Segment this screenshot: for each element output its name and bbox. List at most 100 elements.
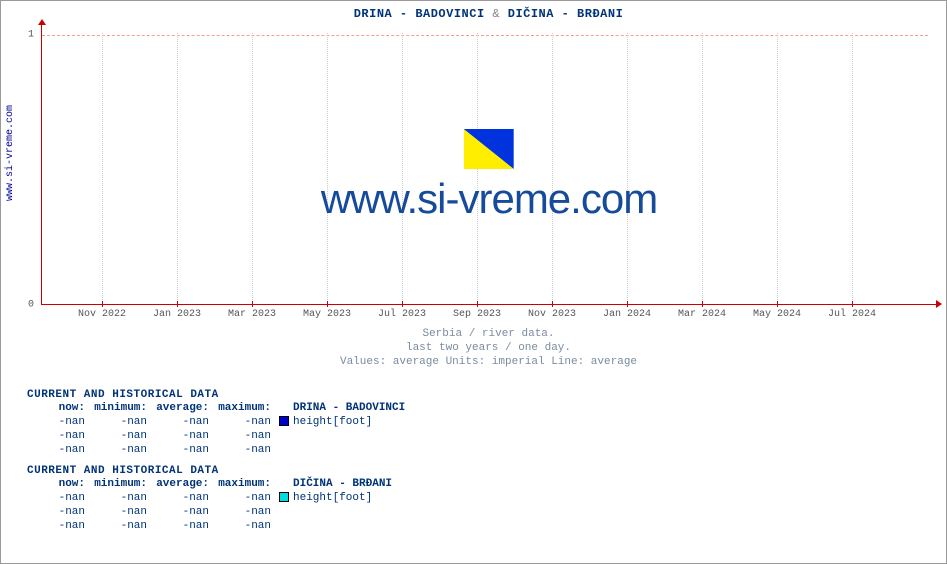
x-axis-arrow	[936, 300, 942, 308]
title-part-2: DIČINA - BRĐANI	[508, 7, 624, 21]
xtick-mark	[252, 301, 253, 307]
stats-cell: -nan	[213, 491, 275, 505]
xtick-label: Mar 2023	[228, 309, 276, 320]
stats-cell: -nan	[151, 415, 213, 429]
xtick-gridline	[177, 33, 178, 304]
stats-header: now:	[27, 401, 89, 415]
stats-cell: -nan	[27, 491, 89, 505]
table-row: -nan-nan-nan-nan	[27, 519, 396, 533]
xtick-label: May 2023	[303, 309, 351, 320]
stats-cell: -nan	[27, 505, 89, 519]
xtick-label: Jan 2024	[603, 309, 651, 320]
watermark: www.si-vreme.com	[321, 129, 657, 223]
xtick-label: Nov 2023	[528, 309, 576, 320]
xtick-gridline	[402, 33, 403, 304]
stats-cell: -nan	[151, 491, 213, 505]
xtick-label: Jul 2023	[378, 309, 426, 320]
chart-title: DRINA - BADOVINCI & DIČINA - BRĐANI	[41, 7, 936, 21]
series-swatch-icon	[279, 416, 289, 426]
data-block-title: CURRENT AND HISTORICAL DATA	[27, 389, 927, 401]
xtick-gridline	[477, 33, 478, 304]
xtick-gridline	[852, 33, 853, 304]
stats-cell: -nan	[213, 505, 275, 519]
ytick-label: 0	[28, 300, 34, 311]
xtick-mark	[702, 301, 703, 307]
metric-label: height[foot]	[275, 491, 396, 505]
data-block-title: CURRENT AND HISTORICAL DATA	[27, 465, 927, 477]
plot-area: 01 Nov 2022Jan 2023Mar 2023May 2023Jul 2…	[41, 25, 936, 305]
stats-table: now:minimum:average:maximum:DRINA - BADO…	[27, 401, 409, 457]
metric-text: height[foot]	[293, 416, 372, 428]
watermark-logo-icon	[464, 129, 514, 169]
stats-cell: -nan	[213, 415, 275, 429]
stats-table: now:minimum:average:maximum:DIČINA - BRĐ…	[27, 477, 396, 533]
metric-text: height[foot]	[293, 492, 372, 504]
stats-cell: -nan	[213, 519, 275, 533]
xtick-mark	[477, 301, 478, 307]
stats-cell: -nan	[89, 429, 151, 443]
station-name: DRINA - BADOVINCI	[275, 401, 409, 415]
table-row: -nan-nan-nan-nanheight[foot]	[27, 415, 409, 429]
stats-header: minimum:	[89, 401, 151, 415]
stats-header: maximum:	[213, 401, 275, 415]
ytick-label: 1	[28, 30, 34, 41]
subcaption-line-3: Values: average Units: imperial Line: av…	[41, 355, 936, 369]
stats-cell: -nan	[151, 429, 213, 443]
subcaption-line-1: Serbia / river data.	[41, 327, 936, 341]
xtick-label: May 2024	[753, 309, 801, 320]
title-part-1: DRINA - BADOVINCI	[354, 7, 485, 21]
y-axis-arrow	[38, 19, 46, 25]
xtick-label: Jan 2023	[153, 309, 201, 320]
stats-cell: -nan	[27, 429, 89, 443]
stats-header: minimum:	[89, 477, 151, 491]
table-row: -nan-nan-nan-nan	[27, 505, 396, 519]
xtick-gridline	[627, 33, 628, 304]
stats-cell: -nan	[27, 443, 89, 457]
stats-header: now:	[27, 477, 89, 491]
table-row: -nan-nan-nan-nanheight[foot]	[27, 491, 396, 505]
stats-cell: -nan	[213, 429, 275, 443]
xtick-mark	[627, 301, 628, 307]
stats-header: average:	[151, 401, 213, 415]
stats-cell: -nan	[89, 505, 151, 519]
xtick-mark	[852, 301, 853, 307]
xtick-label: Jul 2024	[828, 309, 876, 320]
xtick-mark	[327, 301, 328, 307]
metric-label: height[foot]	[275, 415, 409, 429]
stats-cell: -nan	[27, 415, 89, 429]
xtick-label: Sep 2023	[453, 309, 501, 320]
data-blocks: CURRENT AND HISTORICAL DATAnow:minimum:a…	[27, 381, 927, 533]
table-row: -nan-nan-nan-nan	[27, 443, 409, 457]
xtick-mark	[177, 301, 178, 307]
stats-cell: -nan	[27, 519, 89, 533]
watermark-text: www.si-vreme.com	[321, 175, 657, 223]
xtick-mark	[102, 301, 103, 307]
stats-cell: -nan	[89, 443, 151, 457]
chart-container: DRINA - BADOVINCI & DIČINA - BRĐANI 01 N…	[41, 7, 936, 327]
subcaption-line-2: last two years / one day.	[41, 341, 936, 355]
chart-subcaption: Serbia / river data. last two years / on…	[41, 327, 936, 369]
source-side-label: www.si-vreme.com	[5, 105, 16, 201]
stats-cell: -nan	[151, 443, 213, 457]
stats-cell: -nan	[89, 491, 151, 505]
stats-cell: -nan	[151, 505, 213, 519]
xtick-gridline	[702, 33, 703, 304]
xtick-gridline	[552, 33, 553, 304]
table-row: -nan-nan-nan-nan	[27, 429, 409, 443]
xtick-mark	[552, 301, 553, 307]
stats-cell: -nan	[151, 519, 213, 533]
stats-cell: -nan	[89, 415, 151, 429]
stats-header: maximum:	[213, 477, 275, 491]
xtick-gridline	[327, 33, 328, 304]
ytick-gridline	[42, 35, 928, 36]
stats-header: average:	[151, 477, 213, 491]
xtick-gridline	[777, 33, 778, 304]
title-ampersand: &	[492, 7, 500, 21]
xtick-mark	[777, 301, 778, 307]
series-swatch-icon	[279, 492, 289, 502]
station-name: DIČINA - BRĐANI	[275, 477, 396, 491]
stats-cell: -nan	[89, 519, 151, 533]
xtick-mark	[402, 301, 403, 307]
xtick-label: Nov 2022	[78, 309, 126, 320]
xtick-gridline	[102, 33, 103, 304]
